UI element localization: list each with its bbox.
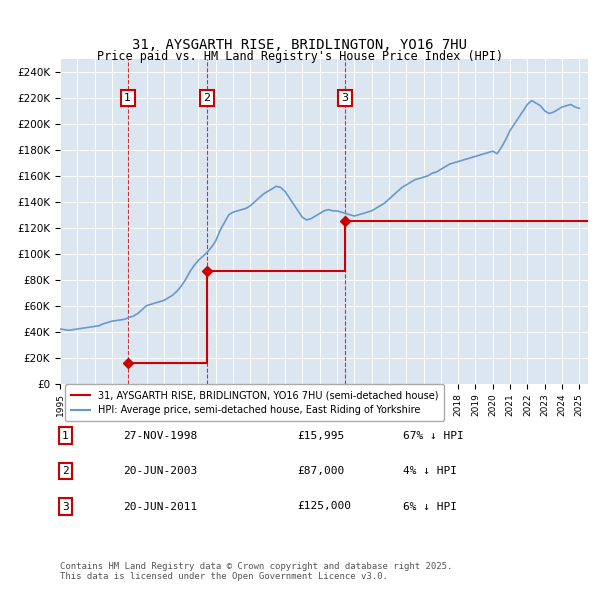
Text: 20-JUN-2011: 20-JUN-2011	[124, 502, 197, 512]
Text: 2: 2	[62, 466, 68, 476]
Text: 4% ↓ HPI: 4% ↓ HPI	[403, 466, 457, 476]
Text: 1: 1	[124, 93, 131, 103]
Text: £125,000: £125,000	[298, 502, 352, 512]
Text: 1: 1	[62, 431, 68, 441]
Legend: 31, AYSGARTH RISE, BRIDLINGTON, YO16 7HU (semi-detached house), HPI: Average pri: 31, AYSGARTH RISE, BRIDLINGTON, YO16 7HU…	[65, 385, 444, 421]
Text: £87,000: £87,000	[298, 466, 345, 476]
Text: 27-NOV-1998: 27-NOV-1998	[124, 431, 197, 441]
Text: 20-JUN-2003: 20-JUN-2003	[124, 466, 197, 476]
Text: 2: 2	[203, 93, 210, 103]
Text: 3: 3	[62, 502, 68, 512]
Text: 6% ↓ HPI: 6% ↓ HPI	[403, 502, 457, 512]
Text: 3: 3	[341, 93, 349, 103]
Text: £15,995: £15,995	[298, 431, 345, 441]
Text: Price paid vs. HM Land Registry's House Price Index (HPI): Price paid vs. HM Land Registry's House …	[97, 50, 503, 63]
Text: Contains HM Land Registry data © Crown copyright and database right 2025.
This d: Contains HM Land Registry data © Crown c…	[60, 562, 452, 581]
Text: 31, AYSGARTH RISE, BRIDLINGTON, YO16 7HU: 31, AYSGARTH RISE, BRIDLINGTON, YO16 7HU	[133, 38, 467, 53]
Text: 67% ↓ HPI: 67% ↓ HPI	[403, 431, 464, 441]
